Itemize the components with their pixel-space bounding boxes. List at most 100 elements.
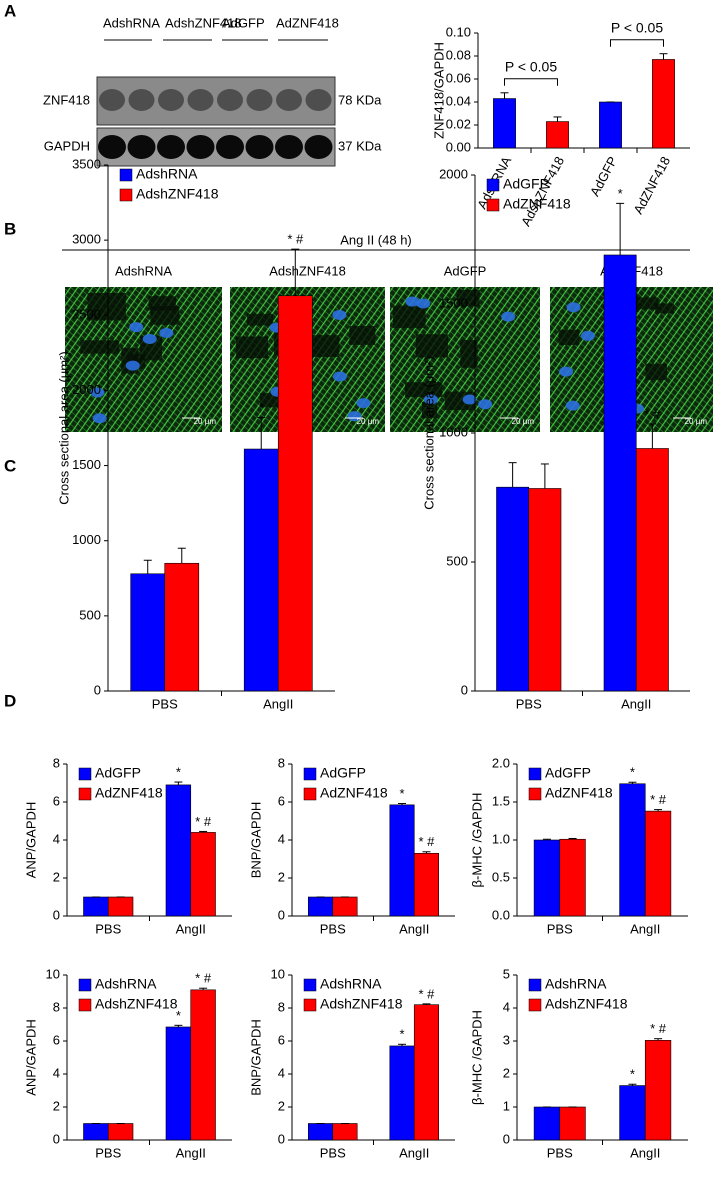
- nucleus: [142, 333, 157, 344]
- scale-bar-label: 20 μm: [685, 417, 708, 426]
- bar: [644, 810, 672, 917]
- significance-label: *: [618, 186, 623, 201]
- nucleus: [129, 322, 144, 333]
- bar: [635, 448, 669, 692]
- x-tick-label: AdGFP: [587, 154, 620, 199]
- nucleus: [559, 366, 574, 377]
- significance-label: *: [259, 400, 264, 415]
- blot-row-label: GAPDH: [44, 138, 90, 153]
- legend-label: AdshZNF418: [320, 996, 403, 1012]
- legend-label: AdshRNA: [320, 976, 382, 992]
- blot-group-label: AdGFP: [222, 15, 265, 30]
- bar: [389, 1045, 415, 1141]
- nucleus: [566, 302, 581, 313]
- y-tick-label: 500: [446, 553, 468, 568]
- legend-swatch: [486, 178, 500, 192]
- x-tick-label: AdZNF418: [630, 154, 673, 217]
- bar: [332, 1123, 358, 1141]
- y-axis-label: β-MHC /GAPDH: [469, 793, 484, 888]
- y-tick-label: 2: [503, 1065, 510, 1080]
- dark-gap: [456, 289, 480, 307]
- legend-swatch: [528, 767, 542, 781]
- x-tick-label: PBS: [320, 921, 346, 936]
- y-tick-label: 0.08: [446, 47, 471, 62]
- panel-label: C: [4, 456, 16, 475]
- legend-swatch: [528, 978, 542, 992]
- dark-gap: [558, 329, 580, 346]
- nucleus: [565, 400, 580, 411]
- y-tick-label: 0.04: [446, 93, 471, 108]
- y-tick-label: 4: [503, 999, 510, 1014]
- blot-group-label: AdZNF418: [276, 15, 339, 30]
- micrograph-label: AdshZNF418: [269, 263, 346, 278]
- y-axis-label: Cross sectional area (μm²): [421, 356, 436, 509]
- y-tick-label: 10: [46, 966, 60, 981]
- y-tick-label: 6: [53, 1032, 60, 1047]
- bar: [307, 1123, 334, 1141]
- legend-label: AdshRNA: [136, 166, 198, 182]
- dark-gap: [645, 363, 668, 381]
- y-tick-label: 2: [53, 1098, 60, 1113]
- bar: [277, 295, 313, 692]
- bar: [83, 896, 109, 917]
- y-tick-label: 6: [53, 793, 60, 808]
- legend-label: AdshZNF418: [136, 186, 219, 202]
- micrograph-label: AdshRNA: [115, 263, 172, 278]
- significance-label: *: [399, 786, 404, 801]
- legend-label: AdZNF418: [95, 785, 163, 801]
- y-tick-label: 2500: [72, 307, 101, 322]
- bar: [528, 488, 562, 692]
- y-tick-label: 1.5: [492, 793, 510, 808]
- y-tick-label: 3: [503, 1032, 510, 1047]
- y-tick-label: 0.00: [446, 139, 471, 154]
- legend-swatch: [78, 978, 92, 992]
- bar: [546, 121, 569, 149]
- dark-gap: [80, 340, 120, 354]
- nucleus: [416, 298, 431, 309]
- dark-gap: [405, 382, 443, 397]
- x-tick-label: PBS: [547, 921, 573, 936]
- legend-swatch: [78, 767, 92, 781]
- bar: [107, 896, 134, 917]
- y-tick-label: 8: [53, 999, 60, 1014]
- bar: [619, 1085, 646, 1141]
- legend-label: AdGFP: [503, 176, 549, 192]
- bar: [190, 989, 216, 1141]
- dark-gap: [235, 336, 268, 359]
- y-tick-label: 2: [53, 869, 60, 884]
- legend-label: AdshZNF418: [95, 996, 178, 1012]
- y-tick-label: 4: [278, 1065, 285, 1080]
- legend-swatch: [119, 188, 133, 202]
- significance-label: * #: [195, 971, 212, 986]
- y-tick-label: 0: [461, 682, 468, 697]
- nucleus: [347, 411, 362, 422]
- y-tick-label: 0.5: [492, 869, 510, 884]
- bar: [533, 839, 561, 917]
- blot-band: [187, 89, 214, 111]
- significance-label: P < 0.05: [505, 59, 558, 75]
- bar: [107, 1123, 134, 1141]
- nucleus: [478, 399, 493, 410]
- legend-swatch: [528, 787, 542, 801]
- y-tick-label: 4: [53, 831, 60, 846]
- legend-label: AdGFP: [95, 765, 141, 781]
- bar: [164, 562, 200, 692]
- y-axis-label: Cross sectional area (μm²): [56, 351, 71, 504]
- y-tick-label: 1000: [72, 532, 101, 547]
- blot-band: [158, 89, 184, 111]
- significance-label: * #: [419, 986, 436, 1001]
- scale-bar-label: 20 μm: [194, 417, 217, 426]
- significance-bracket: [610, 39, 664, 47]
- y-axis-label: ANP/GAPDH: [23, 1019, 38, 1096]
- significance-label: *: [630, 1067, 635, 1082]
- nucleus: [332, 309, 347, 320]
- x-tick-label: AngII: [621, 696, 651, 711]
- nucleus: [125, 360, 140, 371]
- significance-label: * #: [644, 406, 661, 421]
- dark-gap: [460, 339, 478, 368]
- y-tick-label: 1: [503, 1098, 510, 1113]
- bar: [130, 573, 166, 692]
- blot-size-label: 37 KDa: [338, 138, 382, 153]
